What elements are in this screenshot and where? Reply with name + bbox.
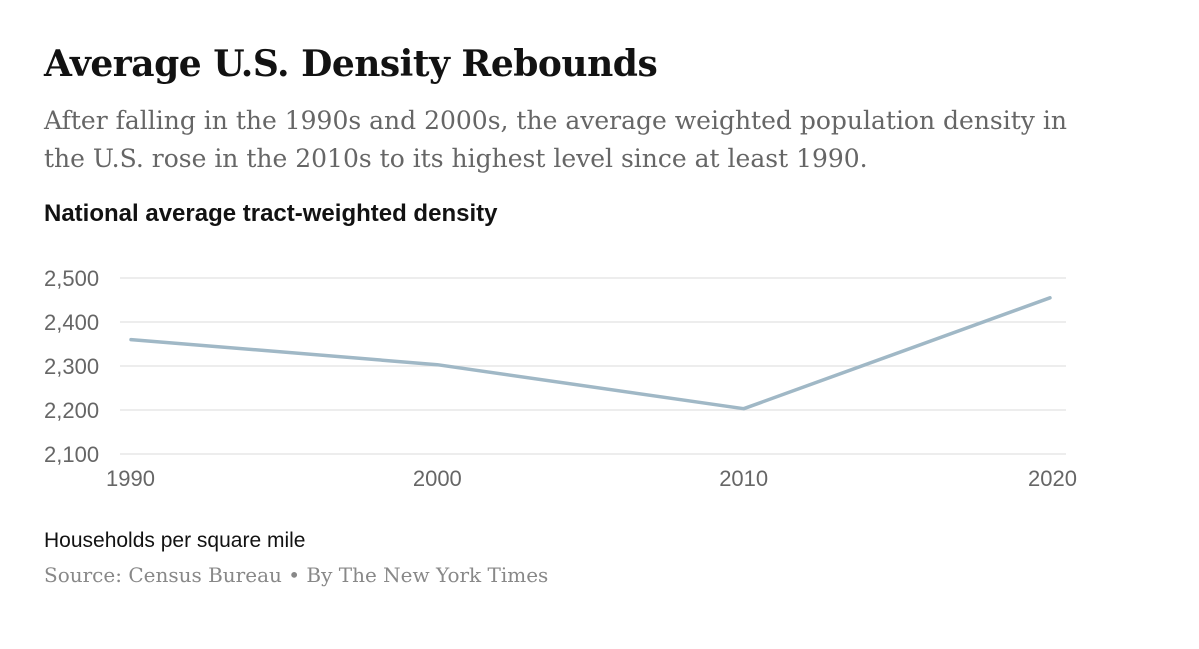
y-tick-label: 2,300 xyxy=(44,354,99,379)
headline: Average U.S. Density Rebounds xyxy=(44,43,658,85)
y-tick-label: 2,200 xyxy=(44,398,99,423)
x-tick-label: 1990 xyxy=(106,466,155,491)
x-axis-tick-labels: 1990 2000 2010 2020 xyxy=(106,466,1077,491)
x-tick-label: 2000 xyxy=(413,466,462,491)
density-line xyxy=(129,296,1052,411)
chart-description: After falling in the 1990s and 2000s, th… xyxy=(44,106,1067,173)
y-tick-label: 2,400 xyxy=(44,310,99,335)
line-chart: 2,100 2,200 2,300 2,400 2,500 1990 2000 2010 20… xyxy=(44,266,1077,491)
y-tick-label: 2,500 xyxy=(44,266,99,291)
chart-title: National average tract-weighted density xyxy=(44,200,498,227)
x-tick-label: 2010 xyxy=(719,466,768,491)
y-axis-tick-labels: 2,100 2,200 2,300 2,400 2,500 xyxy=(44,266,99,467)
gridlines xyxy=(120,277,1066,455)
x-tick-label: 2020 xyxy=(1028,466,1077,491)
unit-note: Households per square mile xyxy=(44,529,306,552)
series-layer xyxy=(129,296,1052,411)
source-credit: Source: Census Bureau • By The New York … xyxy=(44,563,549,587)
y-tick-label: 2,100 xyxy=(44,442,99,467)
